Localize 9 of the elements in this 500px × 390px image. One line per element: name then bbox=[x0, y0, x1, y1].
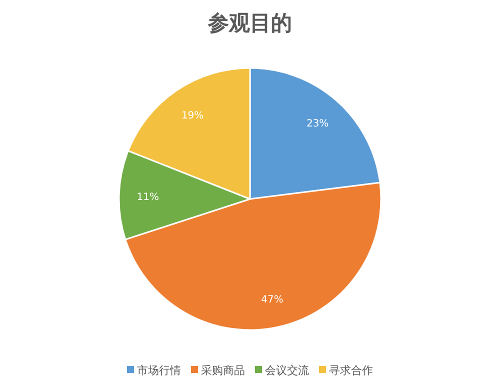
legend-label: 采购商品 bbox=[201, 364, 245, 377]
legend-label: 会议交流 bbox=[265, 364, 309, 377]
chart-title: 参观目的 bbox=[207, 11, 292, 35]
data-label: 47% bbox=[261, 294, 284, 306]
legend-label: 寻求合作 bbox=[329, 364, 373, 377]
data-label: 23% bbox=[306, 118, 329, 130]
legend-label: 市场行情 bbox=[137, 364, 181, 377]
data-label: 19% bbox=[181, 110, 204, 122]
data-label: 11% bbox=[136, 192, 159, 203]
